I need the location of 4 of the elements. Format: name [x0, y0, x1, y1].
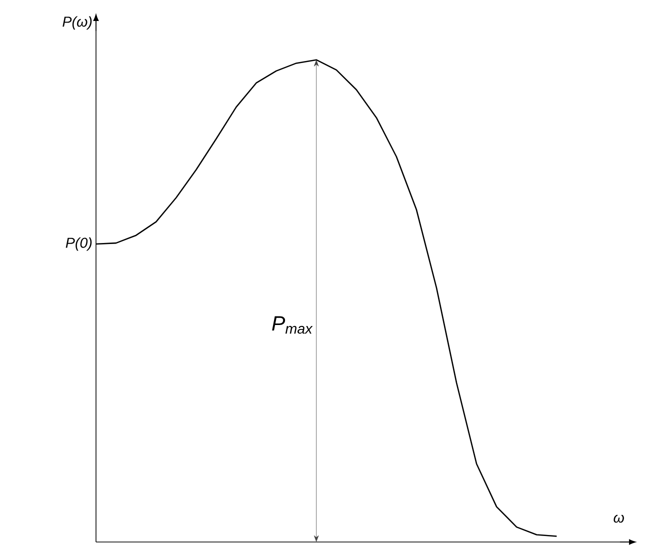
y-axis-title: P(ω): [62, 16, 92, 30]
annotation: P(0): [66, 237, 92, 251]
annotation: P$_{max}$: [272, 316, 313, 334]
x-axis-title: ω: [614, 514, 624, 523]
